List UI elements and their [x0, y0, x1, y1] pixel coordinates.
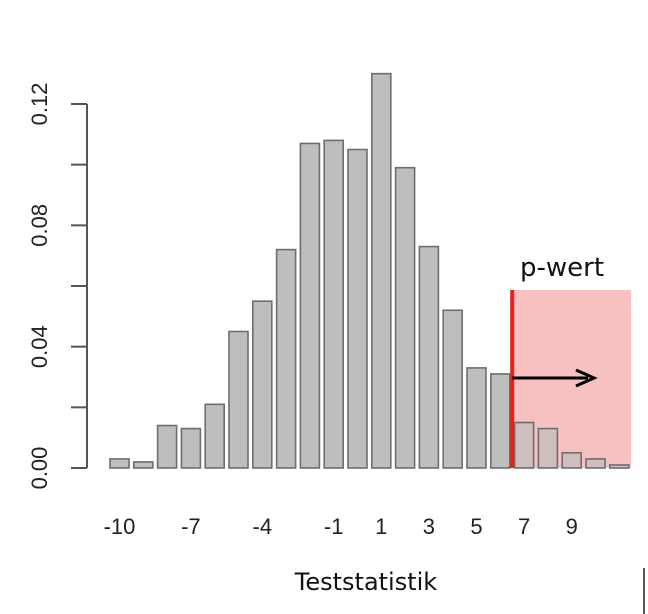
histogram-bar — [299, 142, 321, 469]
x-tick-label: 7 — [518, 514, 530, 539]
histogram-bar — [466, 367, 487, 469]
histogram-bar — [418, 245, 440, 469]
histogram-bar — [442, 309, 464, 469]
x-tick-label: -10 — [104, 514, 136, 539]
histogram-bar — [513, 421, 535, 469]
y-tick-label: 0.04 — [27, 325, 52, 368]
histogram-bar — [394, 166, 416, 469]
histogram-bar — [561, 452, 583, 469]
p-value-label: p-wert — [520, 253, 604, 283]
x-tick-label: -1 — [324, 514, 344, 539]
x-axis-title: Teststatistik — [294, 568, 438, 596]
y-axis: 0.00 0.04 0.08 0.12 — [27, 83, 88, 490]
x-tick-label: 3 — [423, 514, 435, 539]
histogram-bar — [347, 148, 368, 469]
bars-layer — [109, 72, 630, 469]
histogram-bar — [370, 72, 392, 469]
x-tick-label: -7 — [181, 514, 201, 539]
x-tick-label: -4 — [253, 514, 273, 539]
x-tick-labels: -10 -7 -4 -1 1 3 5 7 9 — [104, 514, 578, 539]
histogram-bar — [585, 458, 606, 469]
histogram-bar — [275, 248, 297, 469]
arrow-head-icon — [575, 368, 598, 388]
histogram-bar — [204, 403, 225, 469]
histogram-bar — [537, 427, 559, 469]
x-tick-label: 9 — [566, 514, 578, 539]
y-tick-label: 0.00 — [27, 447, 52, 490]
histogram-bar — [228, 330, 249, 469]
histogram-bar — [608, 464, 630, 469]
histogram-bar — [133, 461, 154, 469]
histogram-bar — [489, 373, 511, 469]
histogram-bar — [323, 139, 345, 469]
histogram-bar — [180, 427, 202, 469]
y-tick-label: 0.12 — [27, 83, 52, 126]
x-tick-label: 5 — [470, 514, 482, 539]
histogram-bar — [156, 424, 178, 469]
x-tick-label: 1 — [375, 514, 387, 539]
observed-line-layer — [510, 290, 598, 468]
histogram-bar — [109, 458, 130, 469]
histogram-bar — [252, 300, 273, 469]
y-tick-label: 0.08 — [27, 204, 52, 247]
